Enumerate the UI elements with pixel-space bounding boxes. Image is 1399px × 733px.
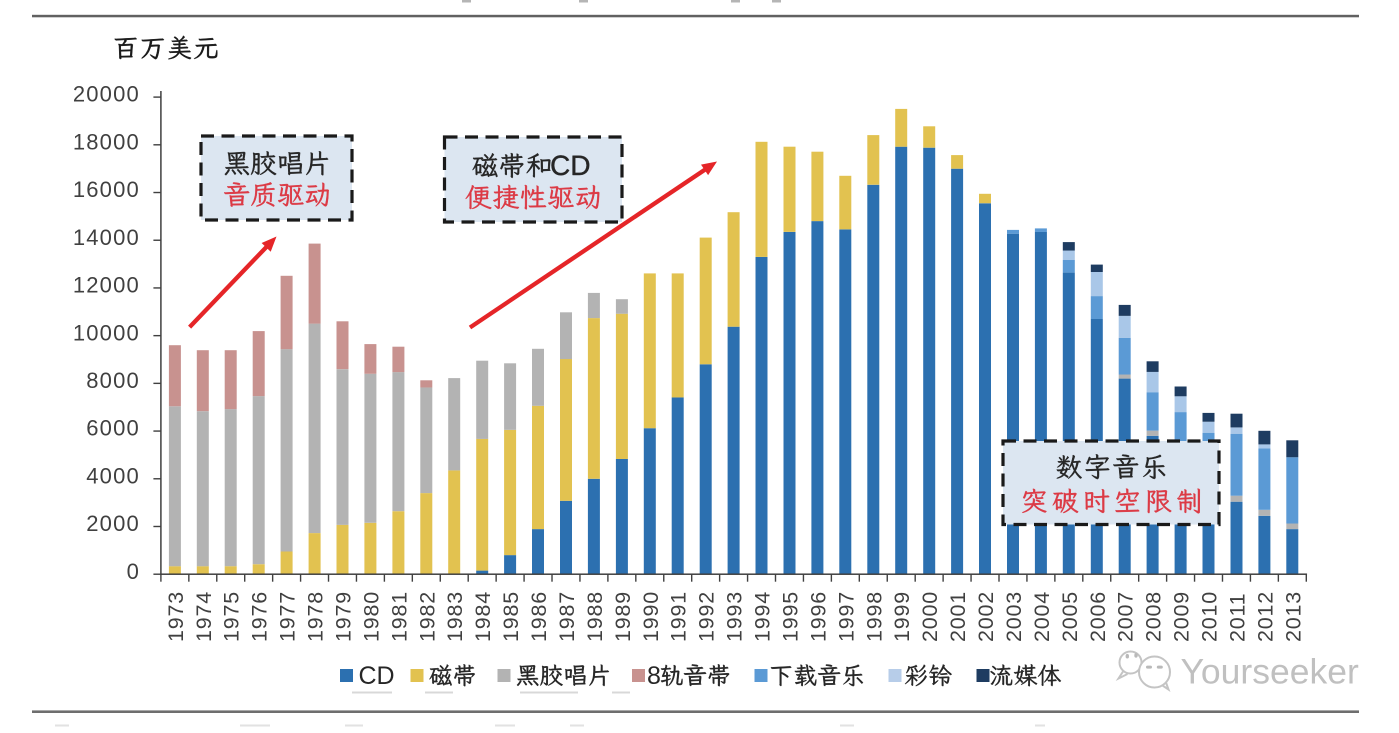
svg-text:2006: 2006 [1086, 591, 1110, 642]
svg-text:1990: 1990 [639, 591, 663, 642]
svg-text:1981: 1981 [387, 591, 411, 642]
svg-text:1983: 1983 [443, 591, 467, 642]
svg-text:1986: 1986 [527, 591, 551, 642]
svg-text:2001: 2001 [946, 591, 970, 642]
svg-text:1996: 1996 [806, 591, 830, 642]
svg-text:1985: 1985 [499, 591, 523, 642]
svg-text:1984: 1984 [471, 591, 495, 642]
svg-text:12000: 12000 [73, 273, 140, 298]
svg-text:2007: 2007 [1114, 591, 1138, 642]
svg-text:4000: 4000 [86, 463, 140, 488]
svg-text:1994: 1994 [751, 591, 775, 642]
svg-text:1976: 1976 [248, 591, 272, 642]
svg-text:20000: 20000 [73, 82, 140, 107]
svg-text:1980: 1980 [359, 591, 383, 642]
svg-text:2012: 2012 [1253, 591, 1277, 642]
svg-text:1998: 1998 [862, 591, 886, 642]
svg-text:2010: 2010 [1198, 591, 1222, 642]
svg-text:1974: 1974 [192, 591, 216, 642]
svg-text:2003: 2003 [1002, 591, 1026, 642]
svg-text:1979: 1979 [332, 591, 356, 642]
svg-text:2009: 2009 [1170, 591, 1194, 642]
svg-text:1993: 1993 [723, 591, 747, 642]
svg-text:2000: 2000 [918, 591, 942, 642]
svg-text:18000: 18000 [73, 129, 140, 154]
svg-text:1995: 1995 [779, 591, 803, 642]
svg-text:1988: 1988 [583, 591, 607, 642]
svg-text:1992: 1992 [695, 591, 719, 642]
svg-text:2008: 2008 [1142, 591, 1166, 642]
svg-text:1987: 1987 [555, 591, 579, 642]
svg-text:6000: 6000 [86, 416, 140, 441]
svg-text:2002: 2002 [974, 591, 998, 642]
svg-text:CD: CD [359, 662, 395, 690]
svg-text:1999: 1999 [890, 591, 914, 642]
svg-text:1977: 1977 [276, 591, 300, 642]
svg-text:2013: 2013 [1281, 591, 1305, 642]
svg-text:16000: 16000 [73, 177, 140, 202]
svg-text:1991: 1991 [667, 591, 691, 642]
svg-text:1997: 1997 [834, 591, 858, 642]
svg-text:1973: 1973 [164, 591, 188, 642]
svg-text:1978: 1978 [304, 591, 328, 642]
svg-text:1975: 1975 [220, 591, 244, 642]
svg-text:2000: 2000 [86, 511, 140, 536]
svg-text:8000: 8000 [86, 368, 140, 393]
svg-text:2011: 2011 [1226, 593, 1250, 642]
svg-text:2005: 2005 [1058, 591, 1082, 642]
svg-text:10000: 10000 [73, 320, 140, 345]
svg-text:1982: 1982 [415, 591, 439, 642]
svg-text:8: 8 [647, 662, 661, 690]
svg-text:Yourseeker: Yourseeker [1181, 652, 1359, 692]
svg-text:0: 0 [127, 559, 140, 584]
svg-text:1989: 1989 [611, 591, 635, 642]
svg-text:2004: 2004 [1030, 591, 1054, 642]
svg-text:14000: 14000 [73, 225, 140, 250]
